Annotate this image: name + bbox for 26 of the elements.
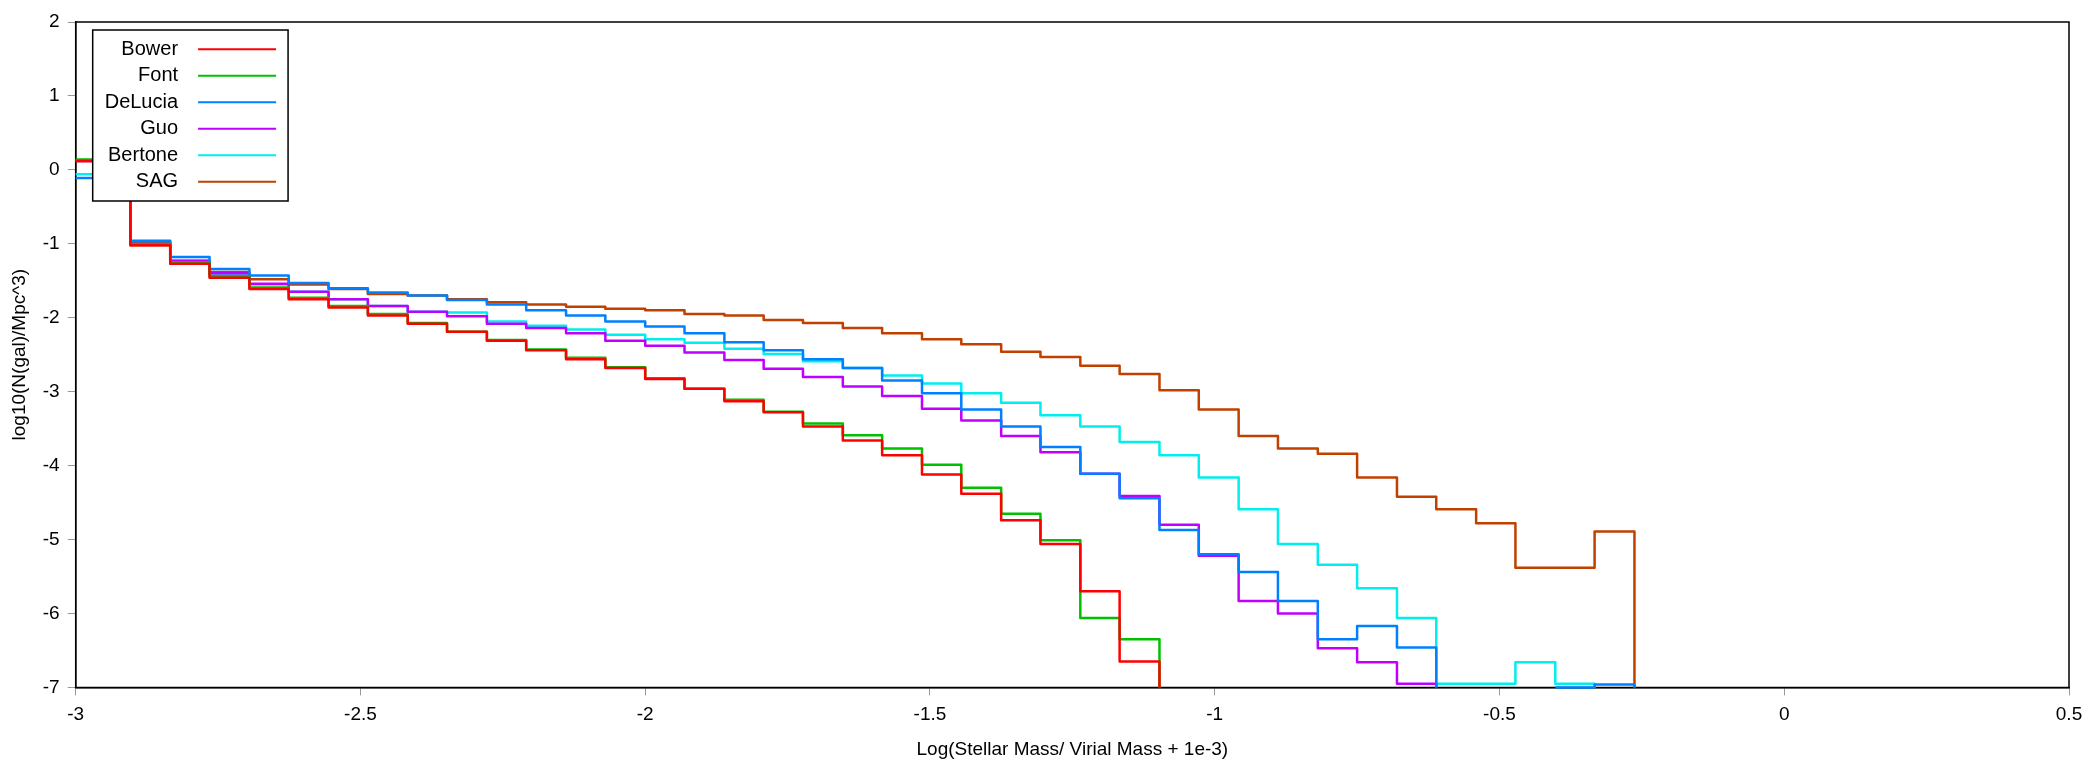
legend-label: SAG [135, 169, 179, 192]
y-tick-label: -4 [42, 453, 61, 475]
y-tick-label: -1 [42, 232, 60, 254]
y-tick-label: -7 [42, 675, 60, 697]
x-axis-title: Log(Stellar Mass/ Virial Mass + 1e-3) [916, 737, 1229, 759]
x-tick-label: -2 [636, 703, 654, 725]
y-axis-title: log10(N(gal)/Mpc^3) [7, 268, 29, 441]
legend-label: Font [138, 63, 179, 86]
legend-label: Bertone [108, 142, 179, 165]
y-tick-label: -6 [42, 601, 60, 623]
x-tick-label: -3 [67, 703, 85, 725]
y-tick-label: 2 [49, 10, 60, 32]
x-tick-label: 0.5 [2055, 703, 2083, 725]
y-tick-label: -3 [42, 379, 60, 401]
x-tick-label: -0.5 [1483, 703, 1516, 725]
legend-label: Bower [121, 36, 179, 59]
legend-label: DeLucia [104, 89, 179, 112]
x-tick-label: -1 [1206, 703, 1224, 725]
x-tick-label: -2.5 [344, 703, 377, 725]
y-tick-label: 1 [49, 84, 60, 106]
y-tick-label: -2 [42, 305, 60, 327]
y-tick-label: -5 [42, 527, 60, 549]
x-tick-label: 0 [1778, 703, 1790, 725]
x-tick-label: -1.5 [913, 703, 947, 725]
y-tick-label: 0 [49, 158, 60, 180]
legend-label: Guo [140, 116, 179, 139]
